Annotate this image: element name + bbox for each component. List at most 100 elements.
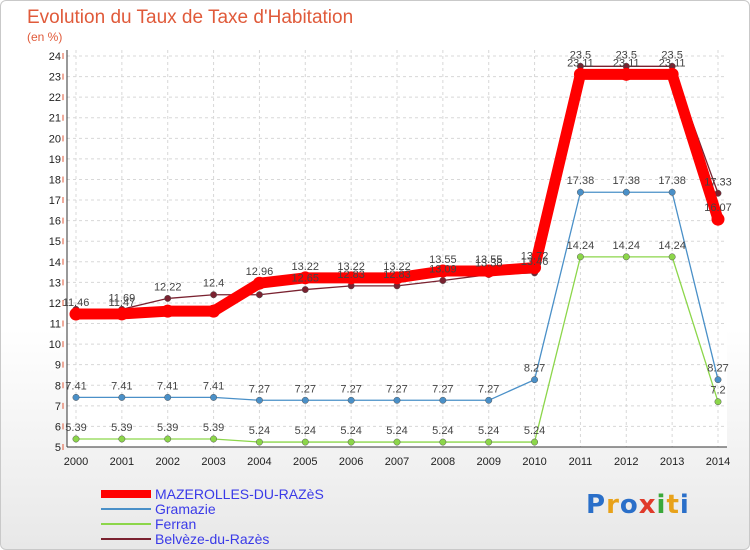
data-point xyxy=(668,253,676,261)
data-label: 5.24 xyxy=(432,425,453,437)
data-point xyxy=(255,438,263,446)
data-point xyxy=(439,396,447,404)
data-point xyxy=(531,438,539,446)
legend-label: MAZEROLLES-DU-RAZèS xyxy=(155,486,324,502)
data-label: 7.41 xyxy=(111,380,132,392)
data-point xyxy=(576,253,584,261)
data-label: 23.11 xyxy=(567,57,594,69)
x-tick-label: 2014 xyxy=(706,456,730,468)
proxiti-logo: Proxiti xyxy=(586,490,690,520)
legend-label: Ferran xyxy=(155,516,197,532)
data-point xyxy=(347,438,355,446)
data-label: 5.39 xyxy=(111,422,132,434)
legend-label: Gramazie xyxy=(155,501,216,517)
data-label: 7.27 xyxy=(249,383,270,395)
data-point xyxy=(485,438,493,446)
data-point xyxy=(255,291,263,299)
data-point xyxy=(347,396,355,404)
data-label: 23.5 xyxy=(616,49,637,61)
y-tick-label: 21 xyxy=(49,113,61,125)
data-label: 23.5 xyxy=(661,49,682,61)
data-label: 12.96 xyxy=(246,266,274,278)
x-tick-label: 2003 xyxy=(201,456,225,468)
data-label: 13.22 xyxy=(337,261,365,273)
data-point xyxy=(528,261,542,275)
legend-swatch xyxy=(101,523,151,525)
data-point xyxy=(485,396,493,404)
x-tick-label: 2004 xyxy=(247,456,271,468)
logo-letter: i xyxy=(656,490,667,520)
y-tick-label: 23 xyxy=(49,72,61,84)
data-point xyxy=(714,398,722,406)
data-point xyxy=(619,67,633,81)
data-label: 23.11 xyxy=(659,57,686,69)
data-point xyxy=(482,264,496,278)
data-point xyxy=(665,67,679,81)
y-tick-label: 17 xyxy=(49,195,61,207)
chart-title: Evolution du Taux de Taxe d'Habitation xyxy=(27,7,354,28)
data-label: 7.41 xyxy=(203,380,224,392)
data-label: 14.24 xyxy=(567,240,595,252)
legend-label: Belvèze-du-Razès xyxy=(155,531,270,547)
y-tick-label: 19 xyxy=(49,154,61,166)
logo-letter: x xyxy=(638,490,657,520)
data-label: 5.24 xyxy=(340,425,361,437)
data-point xyxy=(576,188,584,196)
data-point xyxy=(210,435,218,443)
data-point xyxy=(668,188,676,196)
logo-letter: i xyxy=(679,490,690,520)
y-tick-label: 11 xyxy=(50,319,61,331)
data-label: 7.27 xyxy=(432,383,453,395)
legend-item-gramazie: Gramazie xyxy=(101,501,216,517)
data-label: 5.24 xyxy=(295,425,316,437)
data-point xyxy=(711,212,725,226)
legend-swatch xyxy=(101,508,151,510)
data-point xyxy=(531,376,539,384)
data-point xyxy=(69,307,83,321)
data-label: 12.4 xyxy=(203,278,224,290)
data-label: 8.27 xyxy=(707,363,728,375)
data-point xyxy=(436,264,450,278)
data-label: 12.22 xyxy=(154,281,182,293)
x-tick-label: 2012 xyxy=(614,456,638,468)
data-label: 5.39 xyxy=(65,422,86,434)
data-label: 7.27 xyxy=(478,383,499,395)
data-point xyxy=(210,291,218,299)
data-label: 5.39 xyxy=(157,422,178,434)
legend-item-belveze: Belvèze-du-Razès xyxy=(101,531,269,547)
legend-swatch xyxy=(101,538,151,540)
data-label: 16.07 xyxy=(704,202,732,214)
logo-letter: t xyxy=(666,490,680,520)
data-point xyxy=(115,307,129,321)
data-point xyxy=(573,67,587,81)
data-point xyxy=(344,271,358,285)
data-label: 7.27 xyxy=(340,383,361,395)
logo-letter: o xyxy=(619,490,639,520)
y-tick-label: 24 xyxy=(49,51,61,63)
x-tick-label: 2010 xyxy=(522,456,546,468)
x-tick-label: 2001 xyxy=(110,456,134,468)
data-label: 12.65 xyxy=(292,273,320,285)
y-tick-label: 15 xyxy=(49,236,61,248)
chart-subtitle: (en %) xyxy=(27,30,63,44)
data-label: 23.11 xyxy=(613,57,640,69)
data-point xyxy=(301,438,309,446)
data-point xyxy=(164,435,172,443)
data-label: 11.47 xyxy=(108,297,135,309)
x-tick-label: 2007 xyxy=(385,456,409,468)
data-label: 13.72 xyxy=(521,251,549,263)
y-tick-label: 8 xyxy=(55,380,61,392)
data-label: 13.22 xyxy=(383,261,411,273)
data-label: 7.27 xyxy=(386,383,407,395)
data-point xyxy=(439,438,447,446)
data-label: 12.83 xyxy=(383,269,411,281)
data-point xyxy=(301,396,309,404)
data-point xyxy=(118,435,126,443)
data-label: 13.46 xyxy=(521,256,549,268)
logo-letter: P xyxy=(586,490,607,520)
data-point xyxy=(161,304,175,318)
data-point xyxy=(298,271,312,285)
x-tick-label: 2013 xyxy=(660,456,684,468)
data-label: 7.41 xyxy=(65,380,86,392)
